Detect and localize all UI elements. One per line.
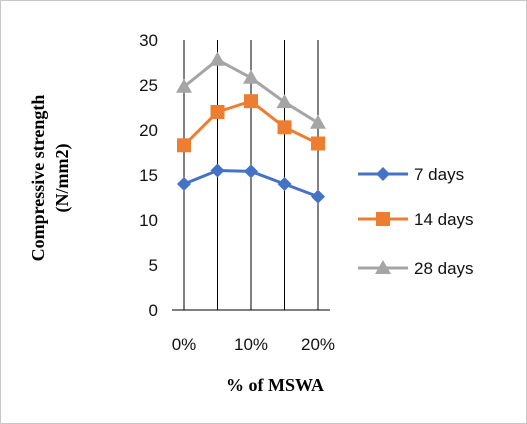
legend: 7 days 14 days 28 days (358, 165, 474, 278)
x-tick-label: 20% (301, 335, 335, 354)
y-axis-title-line-2: (N/mm2) (52, 144, 73, 213)
legend-marker (375, 260, 391, 274)
y-tick-label: 5 (149, 256, 158, 275)
series-14-days (177, 94, 325, 153)
data-point (176, 78, 192, 93)
data-point (311, 189, 325, 204)
legend-marker (376, 212, 390, 226)
legend-item: 28 days (358, 259, 474, 278)
y-axis-title-line-1: Compressive strength (28, 95, 48, 262)
data-point (310, 114, 326, 129)
y-tick-label: 15 (139, 166, 158, 185)
data-point (177, 177, 191, 191)
x-axis-title: % of MSWA (226, 375, 324, 395)
data-point (243, 69, 259, 84)
y-axis: 0 5 10 15 20 25 30 (139, 31, 158, 320)
y-tick-label: 30 (139, 31, 158, 50)
legend-item: 14 days (358, 210, 474, 229)
legend-label: 14 days (414, 210, 474, 229)
legend-label: 28 days (414, 259, 474, 278)
data-point (177, 138, 191, 153)
series-layer (176, 51, 326, 204)
data-point (210, 163, 225, 178)
y-tick-label: 10 (139, 211, 158, 230)
legend-item: 7 days (358, 165, 464, 184)
data-point (210, 105, 225, 119)
y-tick-label: 20 (139, 121, 158, 140)
data-point (244, 94, 258, 109)
y-tick-label: 0 (149, 301, 158, 320)
data-point (277, 120, 292, 135)
y-tick-label: 25 (139, 76, 158, 95)
series-7-days (177, 163, 325, 204)
legend-label: 7 days (414, 165, 464, 184)
x-tick-label: 10% (234, 335, 268, 354)
data-point (311, 136, 325, 151)
data-point (209, 51, 226, 66)
series-28-days (176, 51, 326, 129)
data-point (244, 164, 258, 179)
data-point (276, 94, 293, 109)
x-axis: 0% 10% 20% (172, 335, 335, 354)
x-tick-label: 0% (172, 335, 197, 354)
data-point (277, 177, 292, 191)
legend-marker (376, 167, 390, 181)
